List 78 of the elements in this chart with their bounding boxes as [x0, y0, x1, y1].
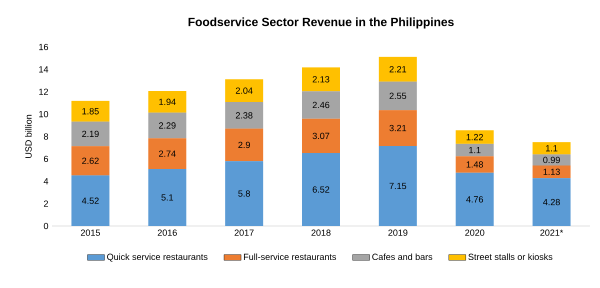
bar [378, 82, 417, 110]
bar [225, 79, 264, 102]
data-label: 1.22 [466, 134, 483, 140]
legend-label: Quick service restaurants [107, 253, 208, 262]
bar [302, 91, 340, 119]
data-label: 4.28 [543, 198, 560, 206]
x-tick-label: 2018 [311, 230, 331, 236]
data-label: 4.76 [466, 196, 484, 203]
data-label: 2.62 [82, 158, 99, 164]
bar [302, 118, 340, 154]
data-label: 5.8 [238, 190, 250, 197]
data-label: 3.21 [389, 124, 406, 132]
bar [225, 102, 264, 129]
bar [532, 178, 571, 226]
bar [225, 161, 264, 226]
data-label: 1.85 [82, 108, 99, 114]
data-label: 5.1 [161, 194, 174, 201]
legend-label: Street stalls or kiosks [468, 253, 552, 260]
x-tick-label: 2017 [234, 230, 254, 236]
bar [456, 144, 494, 156]
data-label: 2.13 [312, 76, 330, 82]
bar [532, 165, 571, 178]
bar [148, 112, 186, 138]
data-label: 4.52 [82, 198, 99, 204]
chart-title: Foodservice Sector Revenue in the Philippines [188, 17, 454, 29]
bar [302, 67, 340, 92]
bar [456, 172, 494, 226]
y-tick-label: 4 [44, 178, 48, 184]
y-tick-label: 10 [39, 110, 48, 118]
x-tick-label: 2015 [80, 230, 100, 236]
data-label: 2.55 [390, 92, 406, 100]
legend-label: Full-service restaurants [244, 253, 336, 260]
bar [456, 156, 494, 173]
x-tick-label: 2016 [158, 230, 177, 236]
bar [71, 100, 110, 122]
y-tick-label: 8 [44, 133, 48, 140]
bar [532, 142, 571, 154]
bar [148, 168, 186, 226]
data-label: 3.07 [312, 132, 330, 140]
data-label: 7.15 [390, 182, 406, 190]
bar [148, 90, 186, 113]
bar [532, 154, 571, 166]
y-tick-label: 0 [44, 222, 48, 230]
y-axis-title: USD billion [25, 114, 32, 158]
data-label: 2.21 [390, 66, 406, 72]
y-tick-label: 12 [39, 88, 48, 95]
bar [378, 146, 417, 226]
x-tick-label: 2019 [388, 230, 408, 236]
data-label: 2.74 [159, 150, 176, 157]
data-label: 2.9 [238, 142, 250, 148]
data-label: 0.99 [543, 156, 560, 164]
y-tick-label: 14 [39, 66, 48, 72]
y-tick-label: 6 [44, 156, 48, 162]
bar [148, 138, 186, 169]
x-tick-label: 2021* [540, 230, 564, 236]
bar [378, 56, 417, 82]
bar [456, 130, 494, 144]
bar [71, 146, 110, 176]
y-tick-label: 2 [44, 200, 48, 207]
data-label: 2.19 [82, 130, 99, 138]
y-tick-label: 16 [39, 44, 48, 50]
bar [71, 122, 110, 146]
data-label: 1.48 [466, 161, 484, 168]
data-label: 1.1 [469, 146, 481, 154]
data-label: 2.29 [159, 122, 176, 129]
data-label: 6.52 [312, 186, 330, 193]
data-label: 1.1 [546, 145, 558, 152]
bar [378, 110, 417, 146]
data-label: 2.38 [236, 112, 252, 119]
bar [225, 128, 264, 162]
bar [302, 153, 340, 226]
data-label: 1.94 [159, 98, 176, 105]
data-label: 1.13 [544, 168, 560, 175]
bar [71, 175, 110, 226]
data-label: 2.04 [236, 87, 253, 94]
data-label: 2.46 [312, 102, 330, 108]
legend-label: Cafes and bars [372, 253, 432, 260]
x-tick-label: 2020 [465, 230, 484, 236]
